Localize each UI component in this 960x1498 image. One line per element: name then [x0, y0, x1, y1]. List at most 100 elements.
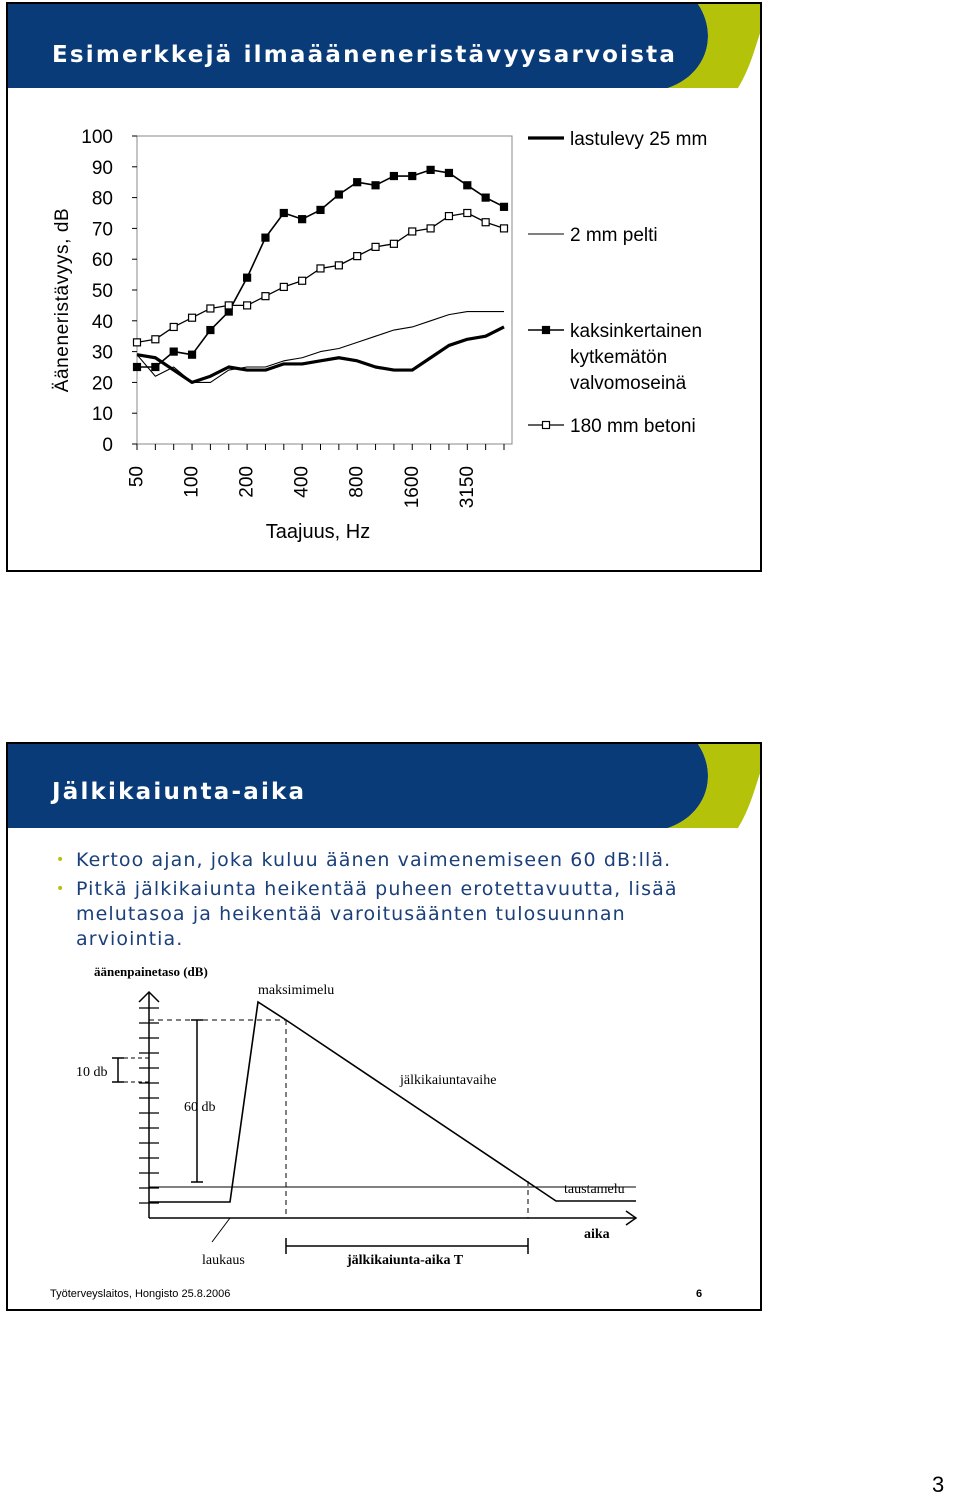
- y-tick-label: 30: [92, 343, 113, 364]
- y-tick-label: 60: [92, 250, 113, 271]
- data-point: [279, 282, 288, 292]
- data-point: [187, 350, 197, 359]
- plot-area: [136, 135, 513, 445]
- data-point: [224, 301, 233, 310]
- impulse-label: laukaus: [202, 1253, 245, 1268]
- data-point: [444, 168, 454, 178]
- data-point: [371, 242, 380, 251]
- x-axis-label: Taajuus, Hz: [266, 521, 371, 543]
- data-point: [279, 208, 288, 218]
- legend-item: 2 mm pelti: [528, 225, 658, 246]
- reverberation-diagram: äänenpainetaso (dB) maksimimelu 10 db 60…: [76, 964, 638, 1268]
- slide-title: Jälkikaiunta-aika: [52, 779, 307, 805]
- impulse-pointer: [211, 1217, 231, 1243]
- y-axis-arrow-icon: [138, 990, 160, 1003]
- rt-label: jälkikaiunta-aika T: [346, 1253, 464, 1268]
- data-point: [408, 171, 417, 181]
- footer-credit: Työterveyslaitos, Hongisto 25.8.2006: [50, 1288, 231, 1300]
- series-2: [132, 165, 509, 372]
- y-tick-label: 50: [92, 281, 113, 302]
- time-axis-arrow-icon: [625, 1210, 638, 1226]
- y-axis-label: Ääneneristävyys, dB: [52, 208, 73, 393]
- data-point: [169, 322, 178, 332]
- x-tick-label: 3150: [457, 466, 478, 508]
- y-axis-ticks: [139, 1007, 159, 1204]
- data-point: [316, 205, 325, 215]
- bullet-item: • Pitkä jälkikaiunta heikentää puheen er…: [52, 877, 712, 952]
- data-point: [187, 313, 197, 322]
- data-point: [169, 347, 178, 356]
- series-line: [136, 325, 505, 384]
- data-point: [298, 276, 307, 285]
- series-1: [136, 311, 504, 383]
- series-3: [132, 208, 509, 347]
- header-accent: [668, 744, 760, 828]
- y-tick-label: 0: [102, 435, 113, 456]
- header-band: [8, 4, 708, 88]
- page-number: 3: [932, 1472, 945, 1497]
- data-point: [444, 211, 454, 221]
- series-line: [136, 212, 505, 344]
- header-band: [8, 744, 708, 828]
- header-accent: [668, 4, 760, 88]
- slide-2-header: Jälkikaiunta-aika: [8, 744, 760, 828]
- y-tick-label: 90: [92, 158, 113, 179]
- data-point: [353, 178, 362, 187]
- data-point: [206, 325, 215, 335]
- data-point: [243, 301, 252, 310]
- data-point: [132, 362, 142, 372]
- legend-label: lastulevy 25 mm: [570, 129, 707, 150]
- decay-label: jälkikaiuntavaihe: [399, 1073, 496, 1088]
- y-tick-label: 40: [92, 312, 113, 333]
- data-point: [132, 338, 142, 347]
- data-point: [426, 165, 435, 174]
- data-point: [481, 218, 490, 227]
- data-point: [499, 202, 509, 211]
- data-point: [298, 215, 307, 224]
- time-axis-label: aika: [584, 1227, 610, 1242]
- data-point: [389, 239, 398, 248]
- legend-label: kaksinkertainen kytkemätön valvomoseinä: [570, 321, 702, 394]
- series-0: [136, 325, 505, 384]
- slide-1-header: Esimerkkejä ilmaääneneristävyysarvoista: [8, 4, 760, 88]
- data-point: [334, 190, 343, 199]
- data-point: [463, 181, 472, 190]
- data-point: [389, 171, 398, 181]
- data-point: [371, 181, 380, 190]
- decay-curve: [149, 1000, 636, 1203]
- data-point: [481, 193, 490, 202]
- legend-marker: [541, 420, 551, 430]
- y-tick-label: 80: [92, 189, 113, 210]
- y-tick-label: 20: [92, 373, 113, 394]
- data-point: [353, 252, 362, 261]
- data-point: [261, 292, 270, 301]
- data-point: [316, 264, 325, 273]
- data-point: [334, 261, 343, 270]
- x-tick-label: 100: [182, 466, 203, 498]
- data-point: [499, 224, 509, 233]
- data-point: [463, 208, 472, 218]
- legend-label: 2 mm pelti: [570, 225, 658, 246]
- y-tick-label: 100: [81, 127, 113, 148]
- data-point: [151, 335, 160, 344]
- bullet-icon: •: [56, 881, 66, 897]
- background-label: taustamelu: [564, 1182, 625, 1197]
- y-axis-label: äänenpainetaso (dB): [94, 964, 208, 979]
- peak-label: maksimimelu: [258, 983, 334, 998]
- x-tick-label: 800: [347, 466, 368, 498]
- legend-label: 180 mm betoni: [570, 416, 696, 437]
- step-label: 10 db: [76, 1065, 108, 1080]
- sound-insulation-chart: 0 10 20 30 40 50 60 70 80 90 100 50 100 200 400 800 160…: [52, 127, 707, 543]
- bullet-text: Kertoo ajan, joka kuluu äänen vaimenemis…: [76, 849, 672, 871]
- data-point: [426, 224, 435, 233]
- legend-item: 180 mm betoni: [528, 416, 696, 437]
- x-tick-label: 1600: [402, 466, 423, 508]
- x-tick-label: 50: [127, 466, 148, 487]
- data-point: [261, 233, 270, 242]
- legend-item: kaksinkertainen kytkemätön valvomoseinä: [528, 321, 702, 394]
- legend-item: lastulevy 25 mm: [528, 129, 707, 150]
- series-line: [136, 311, 504, 383]
- data-point: [408, 227, 417, 236]
- bullet-icon: •: [56, 852, 66, 868]
- y-tick-label: 70: [92, 219, 113, 240]
